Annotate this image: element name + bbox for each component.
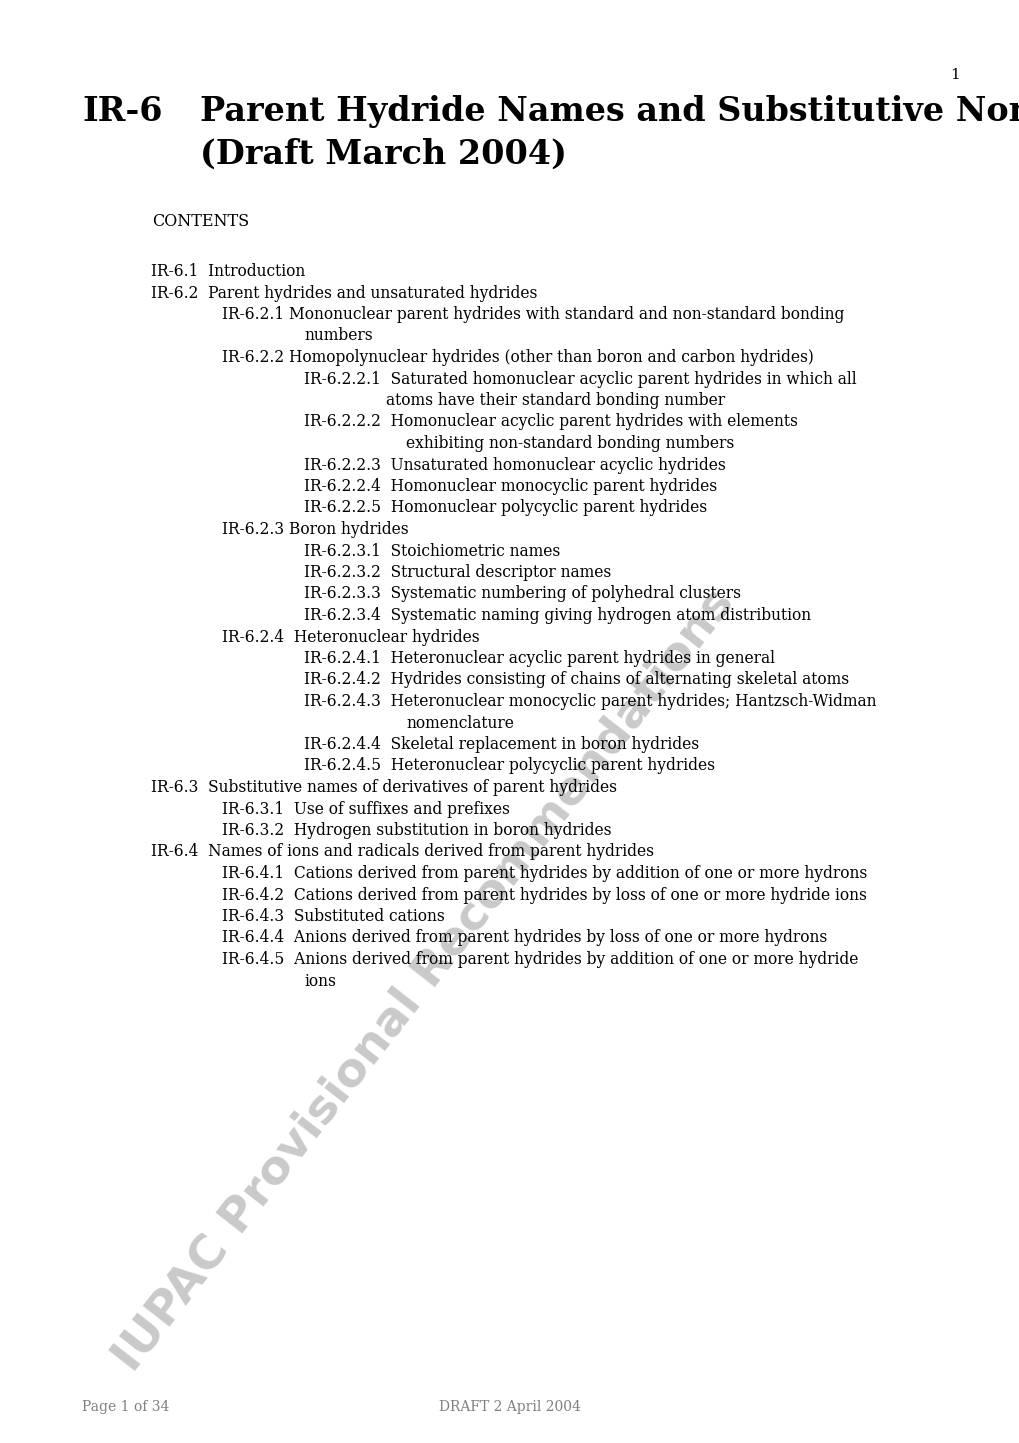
Text: exhibiting non-standard bonding numbers: exhibiting non-standard bonding numbers	[406, 434, 734, 452]
Text: IR-6.2.2.5  Homonuclear polycyclic parent hydrides: IR-6.2.2.5 Homonuclear polycyclic parent…	[304, 499, 706, 517]
Text: IR-6.2.2.3  Unsaturated homonuclear acyclic hydrides: IR-6.2.2.3 Unsaturated homonuclear acycl…	[304, 456, 725, 473]
Text: 1: 1	[950, 68, 959, 82]
Text: IR-6.4.3  Substituted cations: IR-6.4.3 Substituted cations	[222, 908, 444, 925]
Text: ions: ions	[304, 973, 335, 990]
Text: CONTENTS: CONTENTS	[152, 214, 249, 229]
Text: IR-6.2.4.3  Heteronuclear monocyclic parent hydrides; Hantzsch-Widman: IR-6.2.4.3 Heteronuclear monocyclic pare…	[304, 693, 875, 710]
Text: nomenclature: nomenclature	[406, 714, 514, 732]
Text: (Draft March 2004): (Draft March 2004)	[200, 139, 567, 172]
Text: IR-6.2.4.5  Heteronuclear polycyclic parent hydrides: IR-6.2.4.5 Heteronuclear polycyclic pare…	[304, 758, 714, 775]
Text: IR-6.2.2.2  Homonuclear acyclic parent hydrides with elements: IR-6.2.2.2 Homonuclear acyclic parent hy…	[304, 414, 797, 430]
Text: IR-6.4.2  Cations derived from parent hydrides by loss of one or more hydride io: IR-6.4.2 Cations derived from parent hyd…	[222, 886, 866, 903]
Text: IR-6.1  Introduction: IR-6.1 Introduction	[151, 263, 305, 280]
Text: IR-6.2.3.2  Structural descriptor names: IR-6.2.3.2 Structural descriptor names	[304, 564, 610, 582]
Text: IUPAC Provisional Recommendations: IUPAC Provisional Recommendations	[105, 580, 743, 1380]
Text: IR-6.4.5  Anions derived from parent hydrides by addition of one or more hydride: IR-6.4.5 Anions derived from parent hydr…	[222, 951, 858, 968]
Text: IR-6.3.1  Use of suffixes and prefixes: IR-6.3.1 Use of suffixes and prefixes	[222, 801, 510, 818]
Text: IR-6.4.1  Cations derived from parent hydrides by addition of one or more hydron: IR-6.4.1 Cations derived from parent hyd…	[222, 864, 867, 882]
Text: DRAFT 2 April 2004: DRAFT 2 April 2004	[438, 1400, 581, 1414]
Text: IR-6.2.4.4  Skeletal replacement in boron hydrides: IR-6.2.4.4 Skeletal replacement in boron…	[304, 736, 698, 753]
Text: IR-6: IR-6	[82, 95, 162, 128]
Text: Page 1 of 34: Page 1 of 34	[82, 1400, 169, 1414]
Text: IR-6.2.1 Mononuclear parent hydrides with standard and non-standard bonding: IR-6.2.1 Mononuclear parent hydrides wit…	[222, 306, 844, 323]
Text: IR-6.3  Substitutive names of derivatives of parent hydrides: IR-6.3 Substitutive names of derivatives…	[151, 779, 616, 797]
Text: IR-6.4.4  Anions derived from parent hydrides by loss of one or more hydrons: IR-6.4.4 Anions derived from parent hydr…	[222, 929, 826, 947]
Text: IR-6.2.3.1  Stoichiometric names: IR-6.2.3.1 Stoichiometric names	[304, 543, 559, 560]
Text: IR-6.2.2 Homopolynuclear hydrides (other than boron and carbon hydrides): IR-6.2.2 Homopolynuclear hydrides (other…	[222, 349, 813, 367]
Text: atoms have their standard bonding number: atoms have their standard bonding number	[385, 392, 723, 408]
Text: IR-6.4  Names of ions and radicals derived from parent hydrides: IR-6.4 Names of ions and radicals derive…	[151, 844, 653, 860]
Text: Parent Hydride Names and Substitutive Nomenclature: Parent Hydride Names and Substitutive No…	[200, 95, 1019, 128]
Text: IR-6.2.2.1  Saturated homonuclear acyclic parent hydrides in which all: IR-6.2.2.1 Saturated homonuclear acyclic…	[304, 371, 856, 388]
Text: IR-6.2.3 Boron hydrides: IR-6.2.3 Boron hydrides	[222, 521, 409, 538]
Text: numbers: numbers	[304, 328, 372, 345]
Text: IR-6.2.3.3  Systematic numbering of polyhedral clusters: IR-6.2.3.3 Systematic numbering of polyh…	[304, 586, 740, 603]
Text: IR-6.3.2  Hydrogen substitution in boron hydrides: IR-6.3.2 Hydrogen substitution in boron …	[222, 823, 611, 838]
Text: IR-6.2.4.2  Hydrides consisting of chains of alternating skeletal atoms: IR-6.2.4.2 Hydrides consisting of chains…	[304, 671, 848, 688]
Text: IR-6.2.2.4  Homonuclear monocyclic parent hydrides: IR-6.2.2.4 Homonuclear monocyclic parent…	[304, 478, 716, 495]
Text: IR-6.2.4  Heteronuclear hydrides: IR-6.2.4 Heteronuclear hydrides	[222, 629, 480, 645]
Text: IR-6.2  Parent hydrides and unsaturated hydrides: IR-6.2 Parent hydrides and unsaturated h…	[151, 284, 537, 302]
Text: IR-6.2.3.4  Systematic naming giving hydrogen atom distribution: IR-6.2.3.4 Systematic naming giving hydr…	[304, 608, 810, 623]
Text: IR-6.2.4.1  Heteronuclear acyclic parent hydrides in general: IR-6.2.4.1 Heteronuclear acyclic parent …	[304, 649, 774, 667]
